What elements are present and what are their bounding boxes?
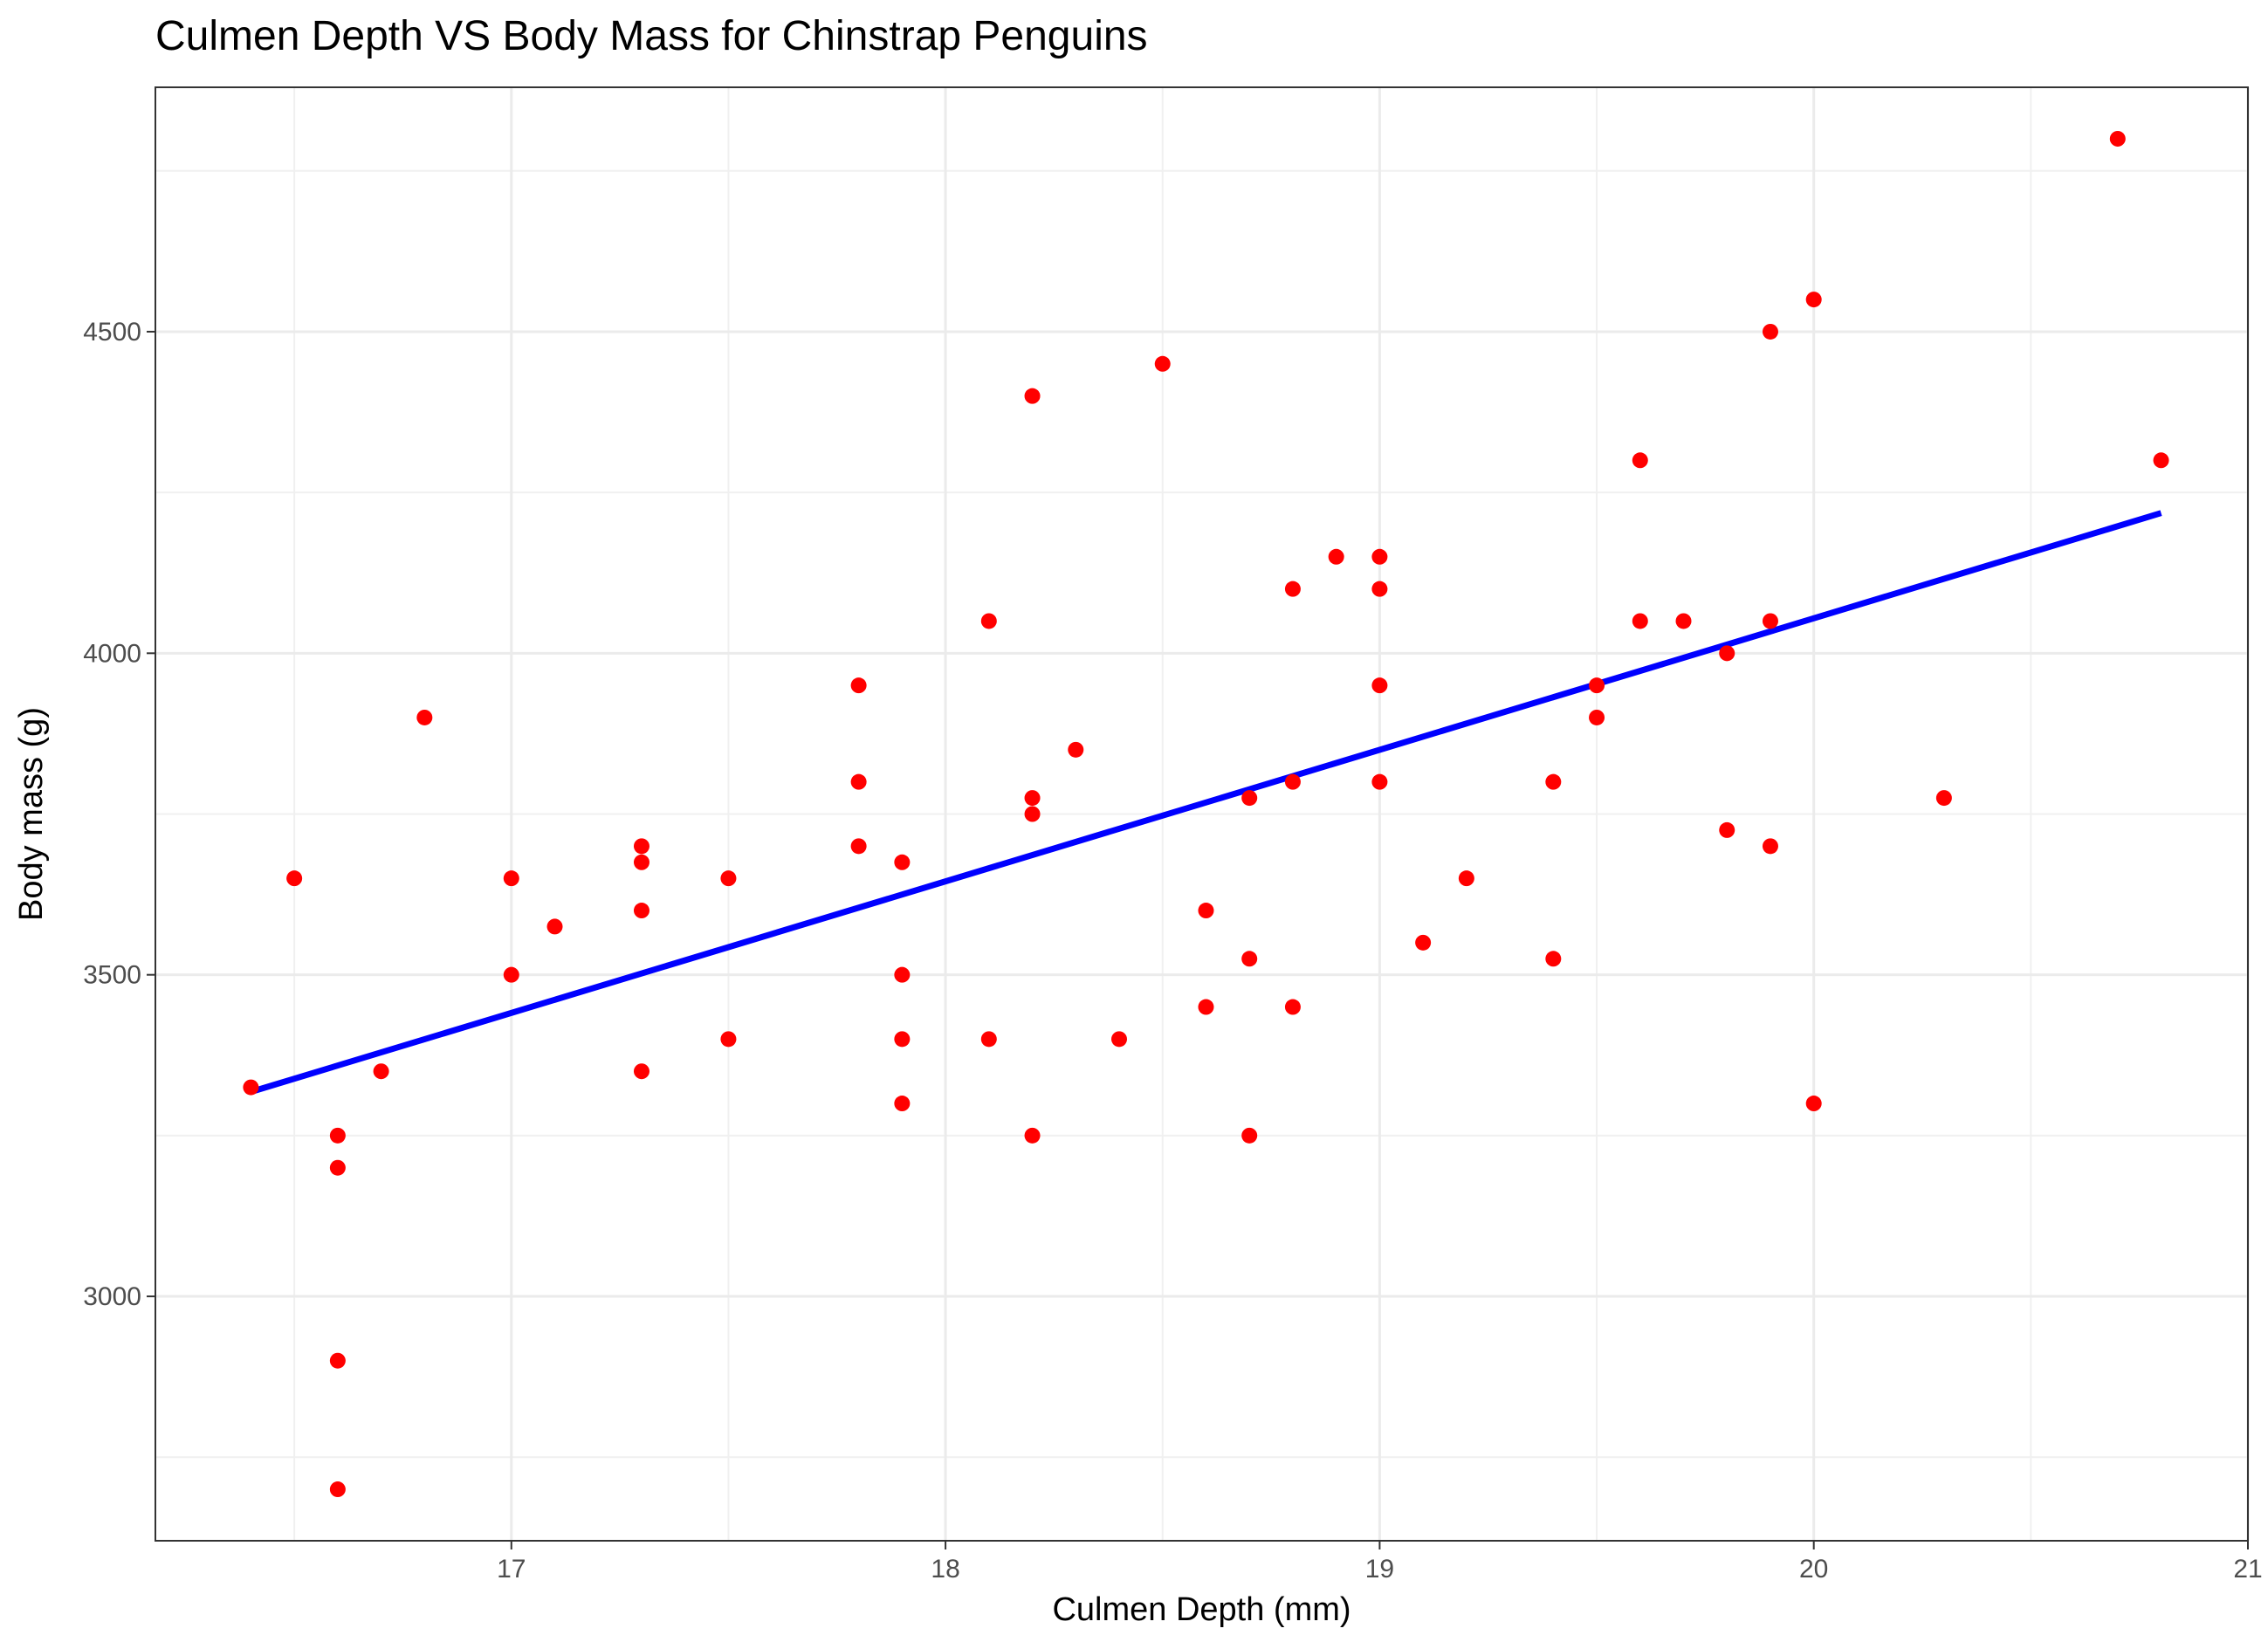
data-point [329, 1127, 346, 1144]
data-point [1284, 581, 1301, 597]
minor-gridlines [155, 87, 2248, 1541]
data-point [503, 870, 519, 887]
data-point [1371, 677, 1388, 694]
y-tick-label: 4000 [83, 639, 141, 668]
data-point [633, 903, 649, 919]
data-point [546, 918, 563, 935]
plot-panel-border [155, 86, 2249, 1542]
data-point [1198, 903, 1214, 919]
data-point [1241, 951, 1258, 967]
chart-title: Culmen Depth VS Body Mass for Chinstrap … [155, 13, 1148, 59]
data-point [1198, 999, 1214, 1015]
data-point [720, 1031, 737, 1048]
data-point [373, 1063, 389, 1080]
data-points [243, 130, 2169, 1498]
data-point [1589, 677, 1605, 694]
data-point [1589, 709, 1605, 725]
data-point [1371, 548, 1388, 565]
data-point [1415, 934, 1432, 951]
data-point [633, 1063, 649, 1080]
data-point [1545, 951, 1562, 967]
data-point [894, 854, 911, 870]
data-point [1632, 452, 1648, 469]
data-point [1241, 1127, 1258, 1144]
data-point [850, 677, 867, 694]
data-point [1719, 821, 1735, 838]
x-tick-label: 18 [931, 1555, 959, 1584]
data-point [850, 773, 867, 790]
data-point [1545, 773, 1562, 790]
data-point [1371, 581, 1388, 597]
data-point [1805, 292, 1822, 308]
trend-line-layer [250, 510, 2162, 1096]
data-point [1762, 613, 1778, 629]
y-axis-title: Body mass (g) [13, 707, 50, 921]
data-point [980, 613, 997, 629]
y-tick-label: 3500 [83, 961, 141, 990]
data-point [633, 838, 649, 855]
data-point [1024, 790, 1041, 807]
data-point [1762, 323, 1778, 340]
data-point [633, 854, 649, 870]
data-point [2109, 130, 2126, 147]
data-point [894, 1031, 911, 1048]
data-point [894, 966, 911, 983]
data-point [1675, 613, 1692, 629]
y-tick-label: 3000 [83, 1282, 141, 1311]
data-point [1241, 790, 1258, 807]
data-point [1024, 806, 1041, 822]
data-point [1284, 999, 1301, 1015]
data-point [850, 838, 867, 855]
data-point [980, 1031, 997, 1048]
data-point [1458, 870, 1474, 887]
data-point [1719, 645, 1735, 662]
data-point [329, 1481, 346, 1498]
data-point [1762, 838, 1778, 855]
data-point [1632, 613, 1648, 629]
x-tick-label: 20 [1799, 1555, 1828, 1584]
data-point [1024, 1127, 1041, 1144]
x-axis-title: Culmen Depth (mm) [1052, 1591, 1350, 1628]
data-point [2153, 452, 2169, 469]
data-point [329, 1352, 346, 1369]
data-point [720, 870, 737, 887]
data-point [243, 1079, 259, 1096]
data-point [1154, 355, 1171, 372]
data-point [1805, 1096, 1822, 1112]
data-point [1371, 773, 1388, 790]
data-point [416, 709, 433, 725]
data-point [1935, 790, 1952, 807]
x-tick-label: 19 [1365, 1555, 1394, 1584]
data-point [1328, 548, 1344, 565]
data-point [503, 966, 519, 983]
x-tick-label: 17 [497, 1555, 526, 1584]
y-tick-label: 4500 [83, 318, 141, 347]
data-point [1068, 741, 1084, 758]
data-point [1024, 388, 1041, 404]
data-point [1284, 773, 1301, 790]
x-tick-label: 21 [2233, 1555, 2262, 1584]
data-point [329, 1159, 346, 1176]
data-point [1111, 1031, 1128, 1048]
trend-line [250, 510, 2162, 1096]
y-axis-ticks: 3000 3500 4000 4500 [83, 318, 155, 1311]
data-point [286, 870, 303, 887]
x-axis-ticks: 17 18 19 20 21 [497, 1541, 2263, 1584]
data-point [894, 1096, 911, 1112]
